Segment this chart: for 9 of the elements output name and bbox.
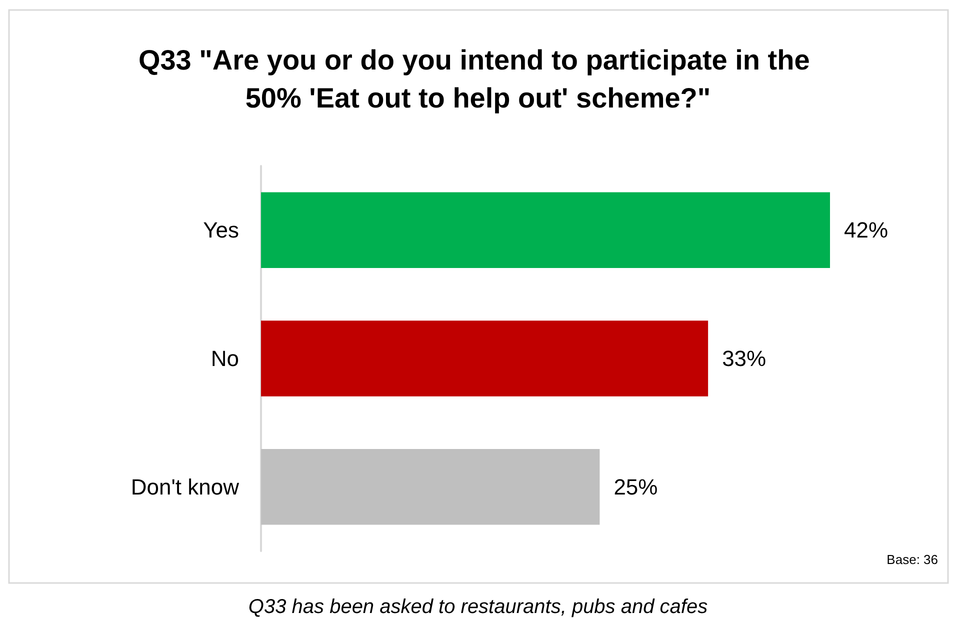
y-tick-label: Don't know: [130, 474, 240, 500]
y-tick-label: Yes: [203, 218, 239, 243]
data-label: 42%: [844, 218, 888, 243]
text: Q33 has been asked to restaurants, pubs and cafes: [248, 596, 708, 618]
data-label: 33%: [722, 346, 766, 371]
y-tick-label: No: [210, 346, 239, 371]
text: Base: 36: [886, 552, 938, 567]
data-label: 25%: [614, 474, 658, 500]
chart-title: Q33 "Are you or do you intend to participate in the 50% 'Eat out to help out' scheme?": [138, 44, 818, 114]
